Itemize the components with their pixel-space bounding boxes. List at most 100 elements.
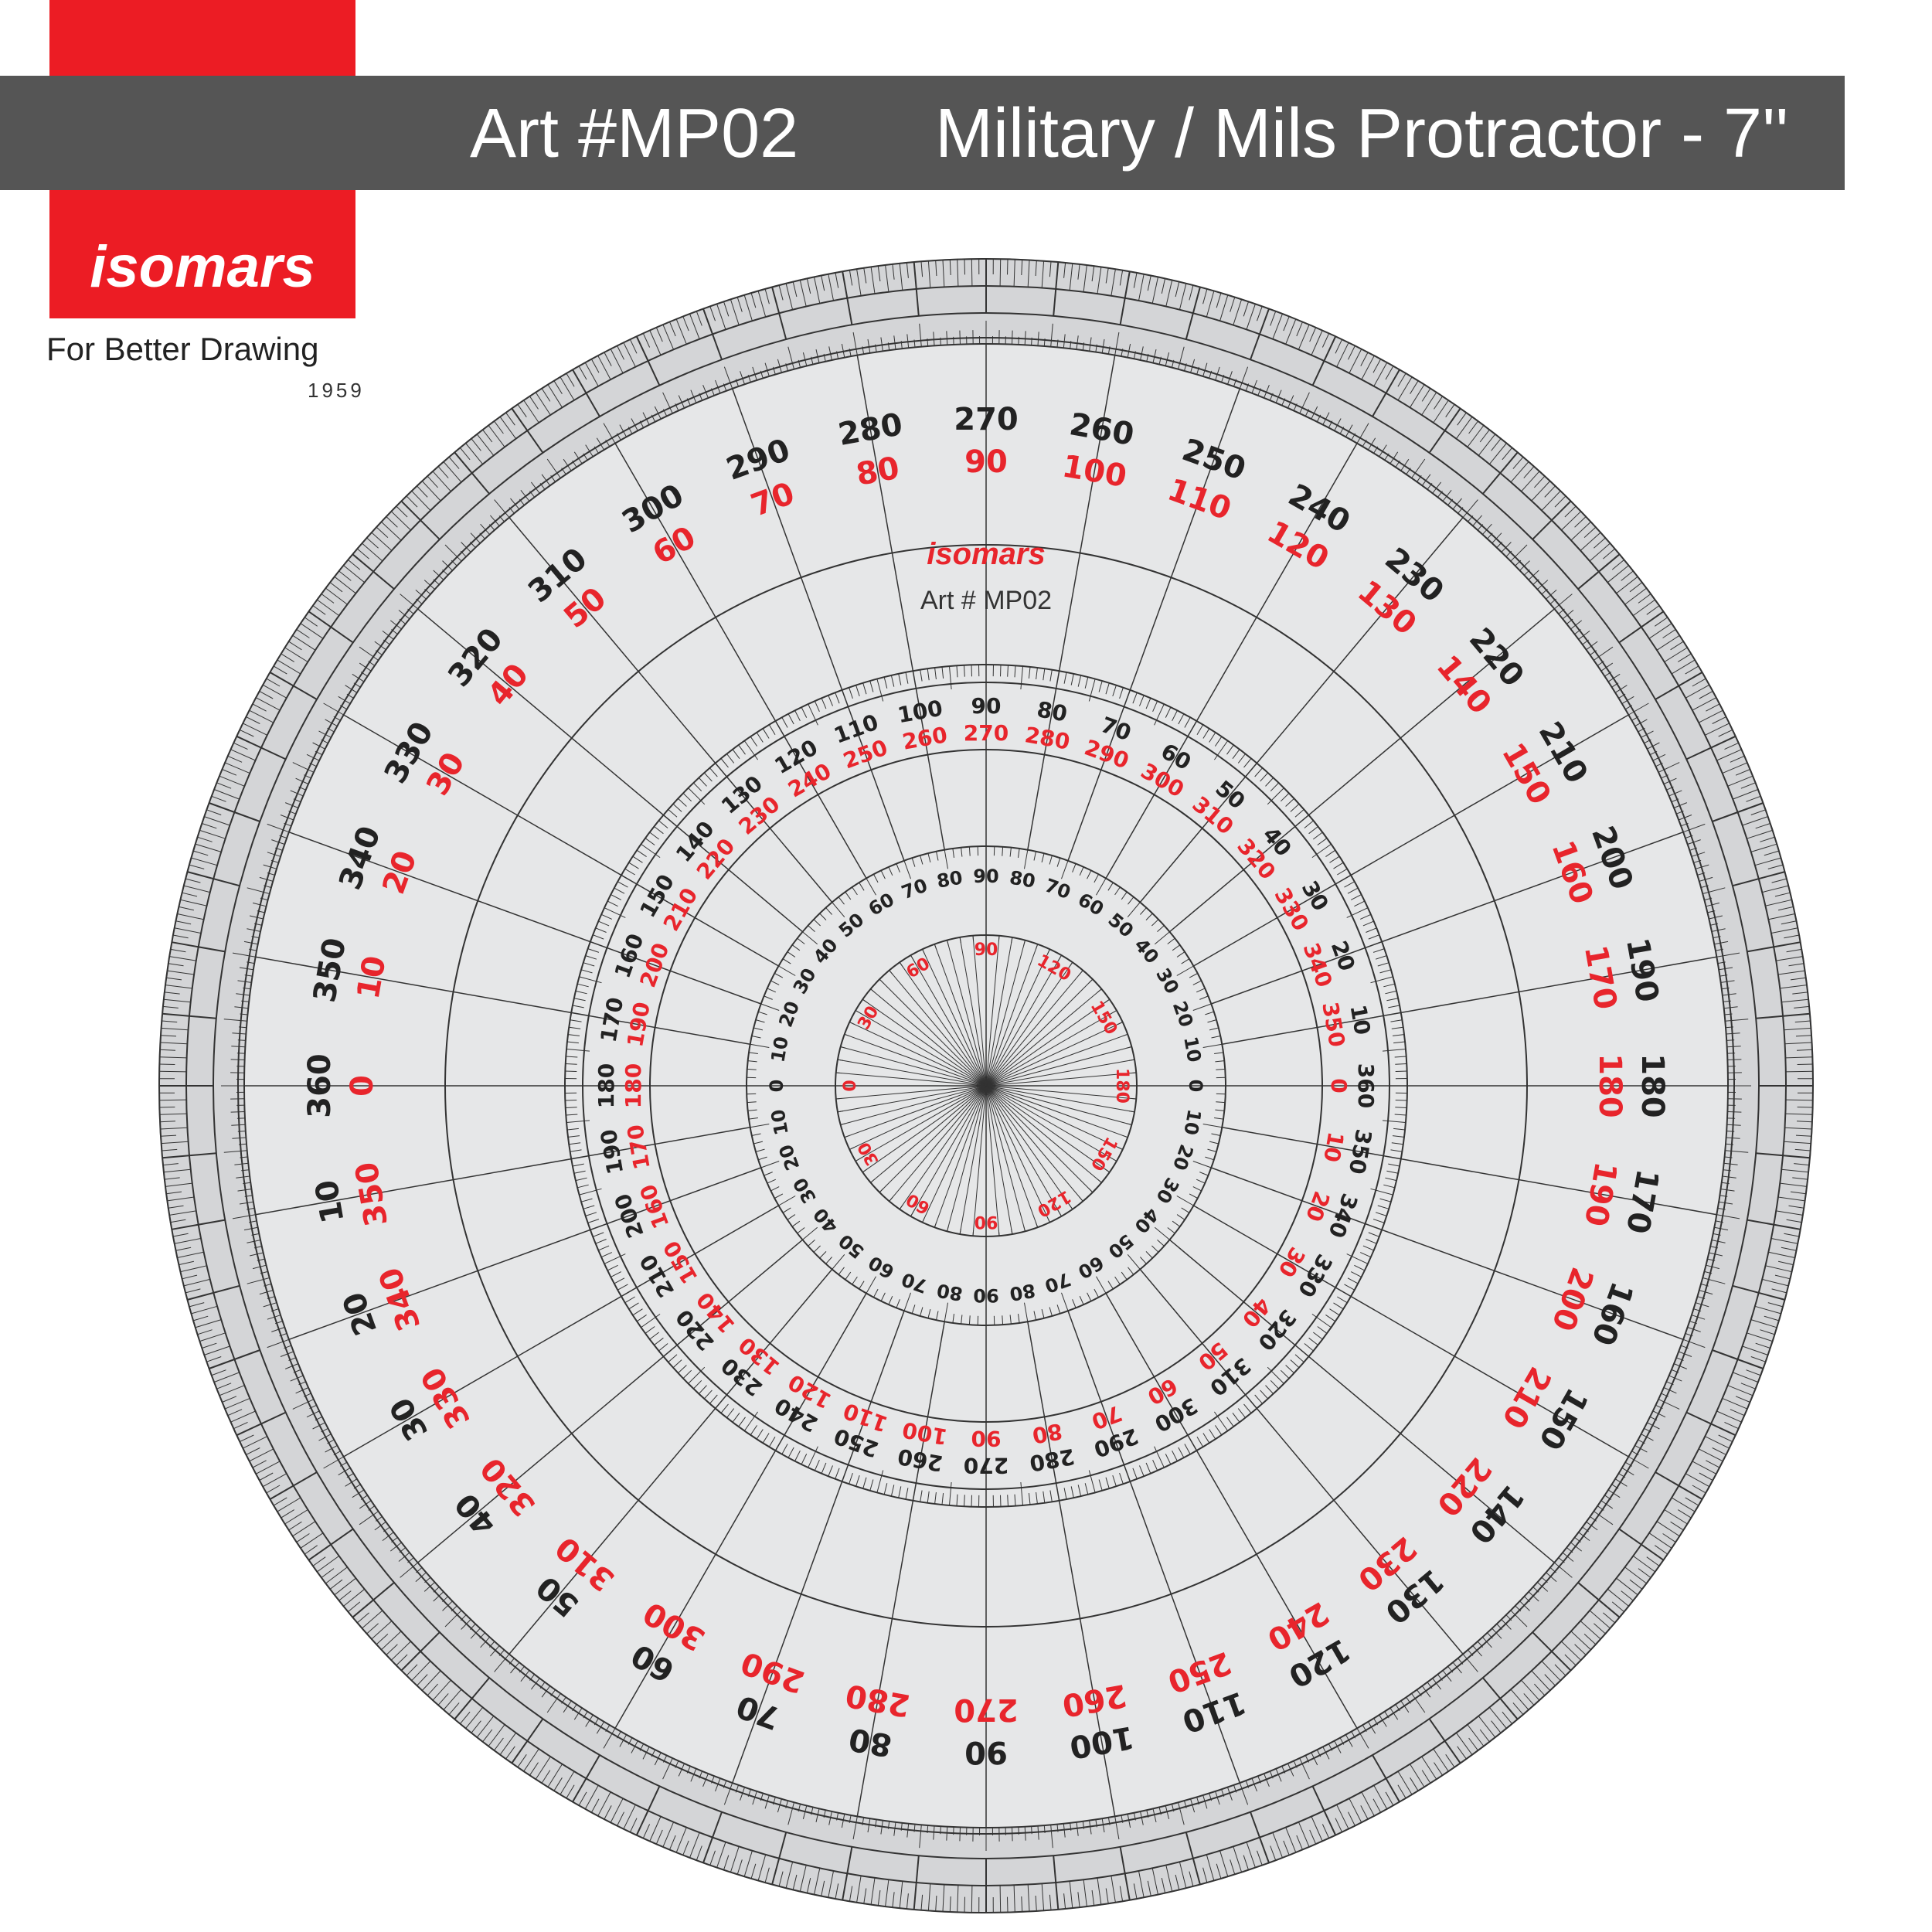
inner-rim-tick: [1562, 610, 1574, 620]
inner-black-label: 10: [1179, 1035, 1205, 1064]
inner-rim-tick: [383, 1526, 390, 1532]
middle-ring-tick: [593, 934, 604, 940]
middle-ring-tick: [570, 1019, 582, 1022]
inner-rim-tick: [906, 1823, 910, 1838]
inner-rim-tick: [1541, 588, 1548, 595]
inner-rim-tick: [1264, 385, 1270, 399]
rim-tick: [541, 1770, 551, 1784]
middle-ring-tick: [572, 1163, 584, 1167]
inner-rim-tick: [279, 835, 287, 838]
rim-tick: [259, 690, 274, 699]
middle-ring-tick: [698, 777, 707, 787]
inner-rim-tick: [642, 412, 650, 425]
rim-tick: [187, 1284, 240, 1301]
rim-tick: [1746, 1369, 1761, 1376]
rim-tick: [1767, 1302, 1784, 1308]
inner-rim-tick: [1322, 412, 1330, 425]
inner-rim-tick: [391, 1537, 398, 1543]
inner-black-label: 80: [935, 1279, 964, 1304]
middle-ring-tick: [604, 1253, 626, 1264]
inner-ring-tick: [1024, 1302, 1029, 1322]
rim-tick: [1243, 1855, 1249, 1870]
rim-tick: [778, 1871, 784, 1887]
rim-tick: [1523, 466, 1535, 478]
inner-rim-tick: [442, 569, 448, 576]
radial-spoke: [1139, 1269, 1464, 1655]
middle-ring-tick: [1077, 675, 1082, 687]
rim-tick: [1285, 1827, 1297, 1853]
inner-rim-tick: [1652, 1410, 1666, 1418]
inner-rim-tick: [312, 742, 325, 750]
rim-tick: [366, 537, 379, 549]
rim-tick: [288, 641, 302, 651]
rim-tick: [396, 505, 408, 518]
radial-spoke: [856, 1321, 945, 1817]
center-spoke: [855, 1010, 987, 1087]
inner-ring-tick: [751, 1133, 761, 1136]
inner-rim-tick: [1311, 406, 1318, 420]
rim-tick: [177, 913, 204, 920]
inner-rim-tick: [236, 993, 250, 996]
inner-rim-tick: [1227, 371, 1233, 385]
inner-rim-tick: [1037, 332, 1039, 346]
inner-ring-tick: [1211, 1036, 1221, 1039]
rim-tick: [162, 1148, 178, 1151]
title-bar: [0, 76, 1845, 190]
inner-rim-tick: [1468, 515, 1474, 522]
inner-rim-tick: [1720, 1189, 1735, 1192]
inner-rim-tick: [662, 409, 668, 417]
inner-rim-tick: [1427, 482, 1433, 490]
middle-ring-tick: [849, 687, 853, 699]
inner-rim-tick: [1676, 811, 1684, 815]
inner-rim-tick: [323, 702, 344, 716]
inner-ring-tick: [1205, 1011, 1214, 1015]
middle-ring-tick: [1390, 1149, 1403, 1152]
inner-ring-tick: [1009, 847, 1012, 857]
inner-rim-tick: [1597, 1505, 1604, 1511]
inner-rim-tick: [1400, 458, 1410, 471]
inner-ring-tick: [1145, 913, 1153, 920]
rim-tick: [1678, 1509, 1692, 1519]
inner-rim-tick: [479, 1632, 485, 1639]
rim-tick: [743, 294, 753, 321]
innermost-red-label: 90: [975, 940, 998, 960]
rim-tick: [1270, 311, 1277, 326]
rim-tick: [927, 260, 931, 288]
inner-rim-tick: [480, 523, 490, 535]
inner-rim-tick: [293, 798, 301, 803]
rim-tick: [482, 429, 493, 443]
rim-tick: [168, 963, 184, 967]
inner-rim-tick: [1723, 1169, 1731, 1172]
middle-ring-tick: [573, 998, 586, 1002]
middle-ring-tick: [678, 798, 687, 807]
inner-rim-tick: [702, 385, 709, 399]
inner-ring-tick: [787, 1214, 796, 1220]
inner-rim-tick: [1351, 433, 1356, 440]
rim-tick: [764, 1867, 770, 1883]
inner-rim-tick: [815, 349, 820, 363]
inner-rim-tick: [1685, 835, 1693, 838]
inner-rim-tick: [323, 1456, 344, 1469]
middle-ring-tick: [1049, 669, 1053, 682]
inner-rim-tick: [1245, 1781, 1250, 1788]
middle-ring-tick: [794, 1450, 801, 1461]
inner-rim-tick: [1532, 1587, 1539, 1593]
inner-rim-tick: [1720, 980, 1735, 983]
middle-ring-tick: [855, 1475, 860, 1487]
inner-ring-tick: [1009, 1315, 1012, 1325]
rim-tick: [1049, 261, 1052, 277]
inner-ring-tick: [1202, 1124, 1223, 1128]
inner-rim-tick: [539, 482, 546, 490]
middle-ring-tick: [726, 753, 735, 764]
inner-rim-tick: [288, 1357, 296, 1361]
rim-tick: [1410, 1777, 1419, 1791]
rim-tick: [964, 259, 965, 275]
inner-rim-tick: [875, 1819, 877, 1828]
inner-rim-tick: [828, 346, 832, 361]
rim-tick: [553, 380, 563, 394]
inner-rim-tick: [1607, 1489, 1621, 1498]
rim-tick: [1755, 1342, 1770, 1349]
middle-ring-tick: [1112, 685, 1117, 697]
rim-tick: [1138, 1870, 1145, 1898]
rim-tick: [1755, 823, 1770, 829]
